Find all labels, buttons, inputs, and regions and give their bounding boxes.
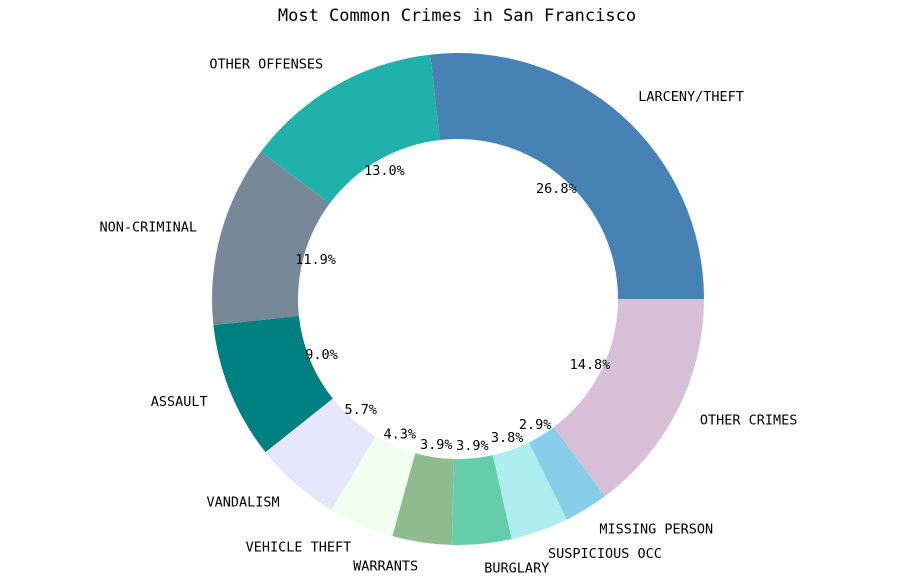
- slice-percent-label: 3.8%: [491, 430, 524, 446]
- slice-other-crimes: [553, 299, 704, 497]
- slice-non-criminal: [212, 151, 330, 326]
- slice-label: WARRANTS: [353, 559, 418, 575]
- slice-percent-label: 26.8%: [536, 181, 577, 197]
- slices-layer: [212, 52, 704, 545]
- slice-percent-label: 3.9%: [456, 438, 489, 454]
- slice-percent-label: 2.9%: [519, 417, 552, 433]
- slice-percent-label: 5.7%: [344, 402, 377, 418]
- slice-label: OTHER OFFENSES: [209, 56, 323, 72]
- slice-vandalism: [265, 398, 376, 510]
- slice-percent-label: 3.9%: [420, 437, 453, 453]
- slice-assault: [213, 316, 333, 453]
- slice-warrants: [392, 453, 454, 545]
- slice-percent-label: 13.0%: [364, 163, 405, 179]
- slice-other-offenses: [260, 54, 440, 204]
- slice-label: VANDALISM: [207, 495, 280, 511]
- slice-label: OTHER CRIMES: [700, 412, 798, 428]
- slice-percent-label: 4.3%: [384, 427, 417, 443]
- slice-label: SUSPICIOUS OCC: [548, 546, 662, 562]
- slice-label: BURGLARY: [484, 560, 549, 576]
- slice-percent-label: 11.9%: [295, 252, 336, 268]
- slice-vehicle-theft: [331, 436, 416, 537]
- slice-burglary: [451, 455, 512, 545]
- slice-label: VEHICLE THEFT: [246, 540, 352, 556]
- slice-label: MISSING PERSON: [599, 522, 713, 538]
- slice-larceny-theft: [430, 52, 704, 299]
- slice-label: ASSAULT: [151, 394, 208, 410]
- slice-missing-person: [528, 427, 606, 520]
- chart-title: Most Common Crimes in San Francisco: [278, 6, 636, 26]
- slice-label: LARCENY/THEFT: [638, 89, 744, 105]
- slice-label: NON-CRIMINAL: [99, 220, 197, 236]
- slice-percent-label: 9.0%: [305, 347, 338, 363]
- labels-layer: LARCENY/THEFT 26.8% OTHER OFFENSES 13.0% NON…: [99, 56, 797, 576]
- slice-suspicious-occ: [492, 442, 567, 540]
- slice-percent-label: 14.8%: [570, 357, 611, 373]
